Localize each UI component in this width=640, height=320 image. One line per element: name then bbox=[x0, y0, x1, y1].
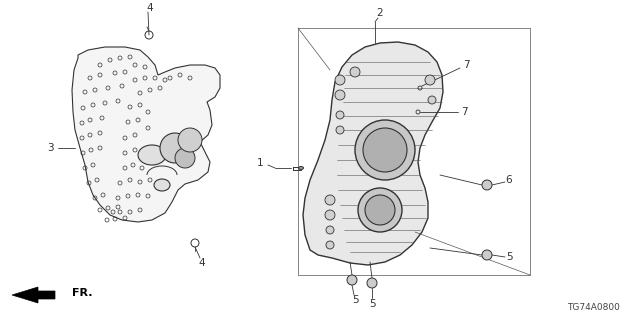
Circle shape bbox=[335, 75, 345, 85]
Text: 1: 1 bbox=[257, 158, 263, 168]
Circle shape bbox=[482, 180, 492, 190]
Text: 7: 7 bbox=[461, 107, 467, 117]
Circle shape bbox=[425, 75, 435, 85]
Circle shape bbox=[178, 128, 202, 152]
Circle shape bbox=[347, 275, 357, 285]
Text: TG74A0800: TG74A0800 bbox=[567, 303, 620, 312]
Text: 4: 4 bbox=[198, 258, 205, 268]
Text: 6: 6 bbox=[506, 175, 512, 185]
Circle shape bbox=[428, 96, 436, 104]
Circle shape bbox=[326, 241, 334, 249]
Circle shape bbox=[160, 133, 190, 163]
Polygon shape bbox=[303, 42, 443, 265]
Text: FR.: FR. bbox=[72, 288, 93, 298]
Circle shape bbox=[336, 111, 344, 119]
Circle shape bbox=[358, 188, 402, 232]
Ellipse shape bbox=[298, 166, 303, 170]
Text: 7: 7 bbox=[463, 60, 469, 70]
Circle shape bbox=[350, 67, 360, 77]
Circle shape bbox=[336, 126, 344, 134]
Circle shape bbox=[363, 128, 407, 172]
Polygon shape bbox=[12, 287, 55, 303]
Circle shape bbox=[175, 148, 195, 168]
Circle shape bbox=[325, 210, 335, 220]
Polygon shape bbox=[72, 47, 220, 222]
Text: 5: 5 bbox=[352, 295, 358, 305]
Text: 5: 5 bbox=[506, 252, 512, 262]
Circle shape bbox=[365, 195, 395, 225]
Text: 3: 3 bbox=[47, 143, 53, 153]
Circle shape bbox=[325, 195, 335, 205]
Text: 4: 4 bbox=[147, 3, 154, 13]
Circle shape bbox=[326, 226, 334, 234]
Ellipse shape bbox=[154, 179, 170, 191]
Ellipse shape bbox=[138, 145, 166, 165]
Text: 5: 5 bbox=[369, 299, 375, 309]
Circle shape bbox=[367, 278, 377, 288]
Text: 2: 2 bbox=[377, 8, 383, 18]
Circle shape bbox=[482, 250, 492, 260]
Circle shape bbox=[335, 90, 345, 100]
Circle shape bbox=[355, 120, 415, 180]
